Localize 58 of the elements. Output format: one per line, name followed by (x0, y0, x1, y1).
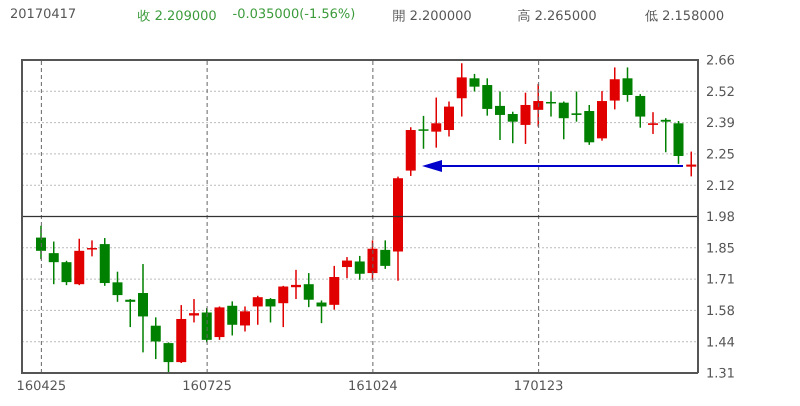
candlestick (164, 342, 174, 373)
y-tick-label: 1.58 (706, 304, 735, 320)
text: 高 2.265000 (518, 8, 597, 25)
candlestick (520, 92, 530, 145)
candlestick (610, 66, 620, 110)
candlestick (227, 300, 238, 336)
y-tick-label: 2.12 (706, 178, 735, 194)
y-tick-label: 2.66 (706, 54, 735, 69)
x-tick-label: 160725 (182, 379, 232, 394)
candlestick (316, 300, 326, 324)
candlestick (495, 90, 505, 141)
candlestick (304, 272, 314, 308)
candlestick (470, 73, 480, 92)
x-tick-label: 170123 (514, 379, 564, 394)
candlestick (456, 62, 467, 118)
candlestick (444, 100, 454, 138)
candlestick (686, 150, 696, 178)
candlestick (266, 297, 276, 324)
candlestick (533, 83, 544, 128)
y-tick-label: 2.52 (706, 84, 735, 100)
candlestick (87, 240, 97, 258)
text: 低 2.158000 (645, 8, 724, 25)
x-tick-label: 160425 (16, 379, 66, 394)
candlestick (342, 256, 352, 279)
candlestick (635, 93, 646, 128)
text: 收 2.209000 (138, 8, 217, 25)
candlestick (125, 298, 136, 328)
candlestick (62, 260, 72, 286)
candlestick (138, 263, 148, 354)
candlestick (431, 96, 442, 148)
y-tick-label: 1.71 (706, 272, 735, 288)
candlestick (572, 90, 582, 122)
candlestick (48, 240, 59, 285)
candlestick (558, 100, 569, 140)
candlestick (648, 111, 658, 135)
candlestick (380, 240, 390, 270)
candlestick (150, 316, 161, 360)
y-tick-label: 2.39 (706, 116, 735, 132)
candlestick (546, 90, 556, 118)
candlestick (252, 295, 263, 326)
candlestick (278, 285, 288, 328)
candlestick (354, 255, 365, 281)
text: -0.035000(-1.56%) (232, 7, 356, 22)
y-tick-label: 1.31 (706, 366, 735, 382)
candlestick (622, 66, 632, 102)
y-tick-label: 1.98 (706, 210, 735, 226)
candlestick (482, 78, 492, 116)
candlestick (508, 110, 518, 144)
y-tick-label: 2.25 (706, 148, 735, 163)
candlestick (112, 270, 122, 303)
x-tick-label: 161024 (348, 379, 398, 394)
candlestick (189, 298, 199, 324)
y-tick-label: 1.85 (706, 241, 735, 256)
chart-title: 20170417 (10, 7, 76, 22)
candlestick (418, 115, 428, 150)
y-tick-label: 1.44 (706, 335, 735, 350)
candlestick (240, 306, 250, 332)
text: 開 2.200000 (392, 8, 472, 25)
